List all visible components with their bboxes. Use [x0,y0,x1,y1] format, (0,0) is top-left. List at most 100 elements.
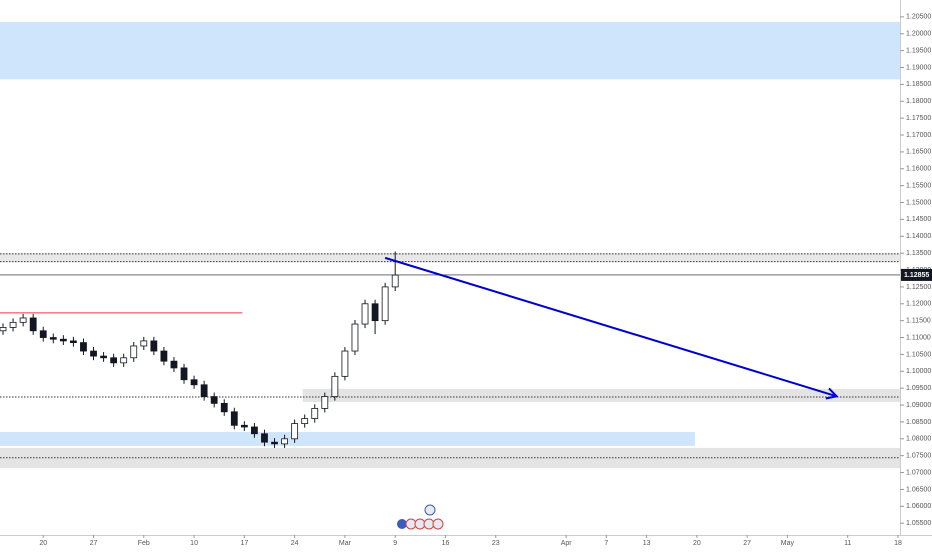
candle-body [261,433,268,443]
candle-body [200,384,208,398]
y-tick-label: 1.16500 [906,149,931,156]
candle-body [150,340,158,352]
x-tick-label: 13 [643,540,651,547]
candle-body [170,360,178,369]
zones-layer [0,21,901,469]
x-tick-label: Mar [339,540,352,547]
candle-body [230,411,238,426]
y-tick-label: 1.11000 [906,334,931,341]
levels-layer [0,253,900,459]
candle-body [210,396,218,404]
candle-body [130,345,138,359]
x-tick-label: 7 [604,540,608,547]
x-tick-label: 24 [291,540,299,547]
event-icons [397,504,444,530]
x-tick-label: 27 [90,540,98,547]
y-tick-label: 1.20000 [906,31,931,38]
candle-body [311,408,319,419]
y-tick-label: 1.20500 [906,14,931,21]
candle-body [9,321,17,328]
event-icon [432,518,444,530]
y-tick-label: 1.05500 [906,520,931,527]
zone [302,388,901,403]
y-tick-label: 1.12000 [906,301,931,308]
y-tick-label: 1.19000 [906,64,931,71]
x-tick-label: 11 [844,540,851,547]
x-tick-label: 9 [393,540,397,547]
candle-body [281,438,288,445]
candle-body [59,338,67,342]
x-tick-label: 27 [743,540,751,547]
candle-body [341,350,349,377]
candle-body [381,286,389,322]
candle-body [361,303,369,325]
candle-body [190,379,198,386]
drawings-layer [384,256,839,400]
candle-body [371,303,379,322]
candle-body [100,355,107,359]
last-price-tag [901,268,932,281]
candle-body [0,327,7,332]
last-price-label: 1.12855 [904,272,929,279]
candle-body [49,337,57,340]
candle-body [321,396,329,409]
y-tick-label: 1.11500 [906,318,931,325]
candle-body [29,317,37,332]
y-tick-label: 1.15500 [906,182,931,189]
zone [0,432,695,446]
candle-body [331,375,339,398]
x-tick-label: 23 [492,540,500,547]
candle-body [351,323,359,352]
y-tick-label: 1.08500 [906,419,931,426]
candles-layer [0,251,399,448]
y-tick-label: 1.07000 [906,469,931,476]
y-tick-label: 1.06500 [906,486,931,493]
x-tick-label: 16 [442,540,450,547]
y-tick-label: 1.06000 [906,503,931,510]
x-tick-label: Apr [561,540,573,547]
trendline-arrowhead [825,387,839,400]
y-tick-label: 1.17000 [906,132,931,139]
zone [0,253,900,263]
y-tick-label: 1.16000 [906,166,931,173]
y-tick-label: 1.10000 [906,368,931,375]
y-tick-label: 1.18000 [906,98,931,105]
x-tick-label: Feb [138,540,150,547]
x-tick-label: May [781,540,795,547]
candle-body [301,418,309,425]
y-tick-label: 1.17500 [906,115,931,122]
candle-body [391,274,399,288]
y-tick-label: 1.08000 [906,436,931,443]
candle-body [180,367,188,381]
event-icon [424,504,436,516]
y-tick-label: 1.13500 [906,250,931,257]
candle-body [140,340,148,347]
candle-body [110,357,118,364]
zone [0,21,900,80]
candle-body [90,350,97,357]
x-tick-label: 17 [240,540,248,547]
y-tick-label: 1.19500 [906,47,931,54]
candle-body [251,426,258,435]
candle-body [240,424,248,428]
candle-body [291,423,299,440]
candle-body [39,330,47,338]
trendline [384,256,837,398]
y-tick-label: 1.07500 [906,453,931,460]
y-tick-label: 1.14000 [906,233,931,240]
y-tick-label: 1.12500 [906,284,931,291]
y-tick-label: 1.09500 [906,385,931,392]
candle-body [160,350,168,362]
candle-body [220,402,228,413]
y-tick-label: 1.09000 [906,402,931,409]
event-icon [397,519,407,529]
candle-body [120,357,128,364]
x-tick-label: 10 [190,540,198,547]
x-tick-label: 18 [894,540,902,547]
candle-body [19,317,27,323]
candle-body [70,340,77,344]
x-tick-label: 20 [693,540,701,547]
y-tick-label: 1.15000 [906,199,931,206]
